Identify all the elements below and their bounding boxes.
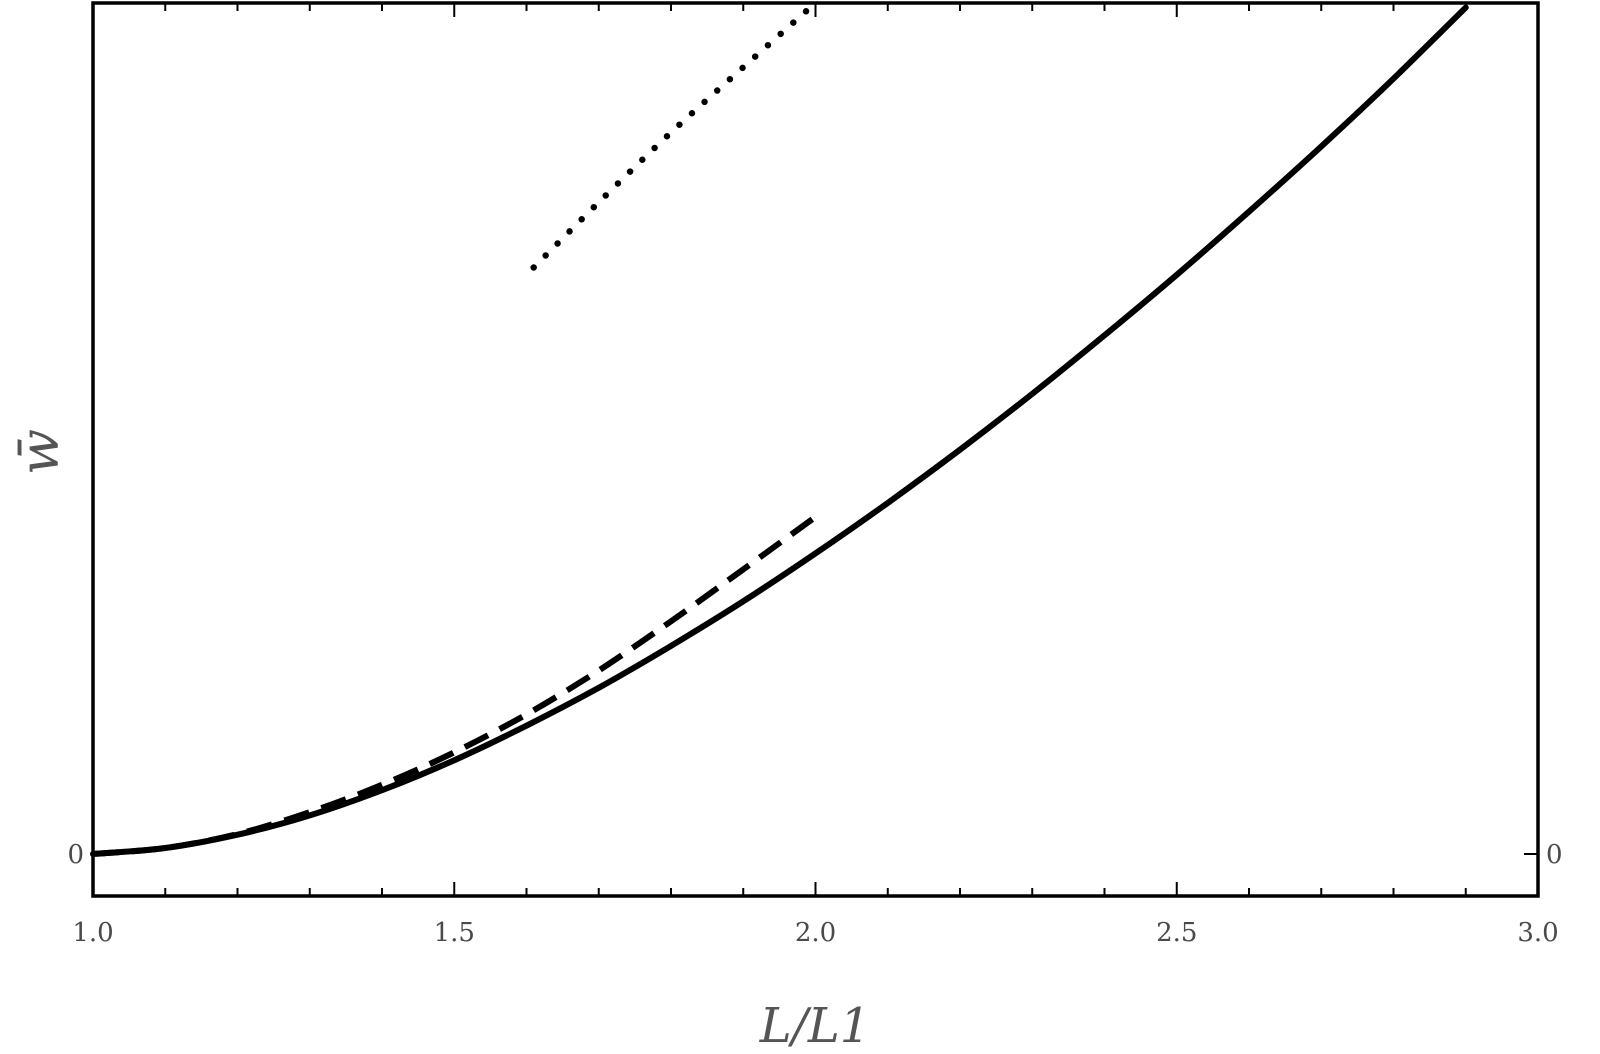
y-tick-label-right: 0	[1546, 840, 1563, 870]
tick-labels-layer: 1.0 1.5 2.0 2.5 3.0 0 0	[67, 840, 1562, 948]
curves-layer	[90, 0, 1469, 857]
x-tick-label: 2.5	[1156, 918, 1197, 948]
series-line-solid	[90, 4, 1469, 857]
y-tick-label-left: 0	[67, 840, 84, 870]
series-line-dotted	[530, 0, 819, 271]
plot-frame	[91, 1, 1540, 898]
y-axis-title: w̄	[8, 429, 71, 475]
x-tick-label: 3.0	[1517, 918, 1558, 948]
x-tick-label: 1.5	[434, 918, 475, 948]
x-tick-label: 1.0	[72, 918, 113, 948]
series-line-dashed	[92, 514, 818, 857]
x-tick-label: 2.0	[795, 918, 836, 948]
ticks-layer	[92, 3, 1539, 896]
x-axis-title: L/L1	[759, 998, 870, 1054]
